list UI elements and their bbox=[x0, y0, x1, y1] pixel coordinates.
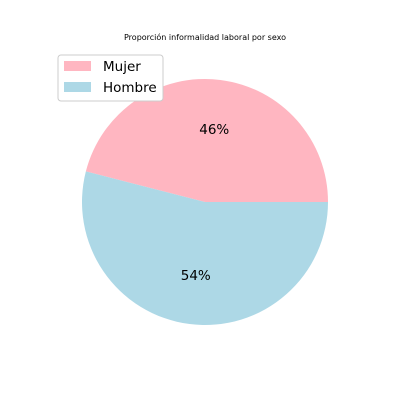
pie-slice-hombre bbox=[81, 171, 329, 326]
pie-slice-mujer bbox=[85, 79, 328, 202]
chart-title: Proporción informalidad laboral por sexo bbox=[124, 32, 286, 42]
pie-label-hombre: 54% bbox=[181, 268, 211, 284]
legend: Mujer Hombre bbox=[57, 54, 164, 102]
pie-slices bbox=[81, 79, 329, 326]
legend-label-hombre: Hombre bbox=[103, 80, 157, 96]
pie-percent-labels: 46% 54% bbox=[181, 122, 230, 284]
legend-swatch-mujer bbox=[64, 61, 91, 71]
legend-swatch-hombre bbox=[64, 82, 91, 92]
pie-label-mujer: 46% bbox=[199, 122, 229, 138]
legend-label-mujer: Mujer bbox=[103, 59, 141, 75]
